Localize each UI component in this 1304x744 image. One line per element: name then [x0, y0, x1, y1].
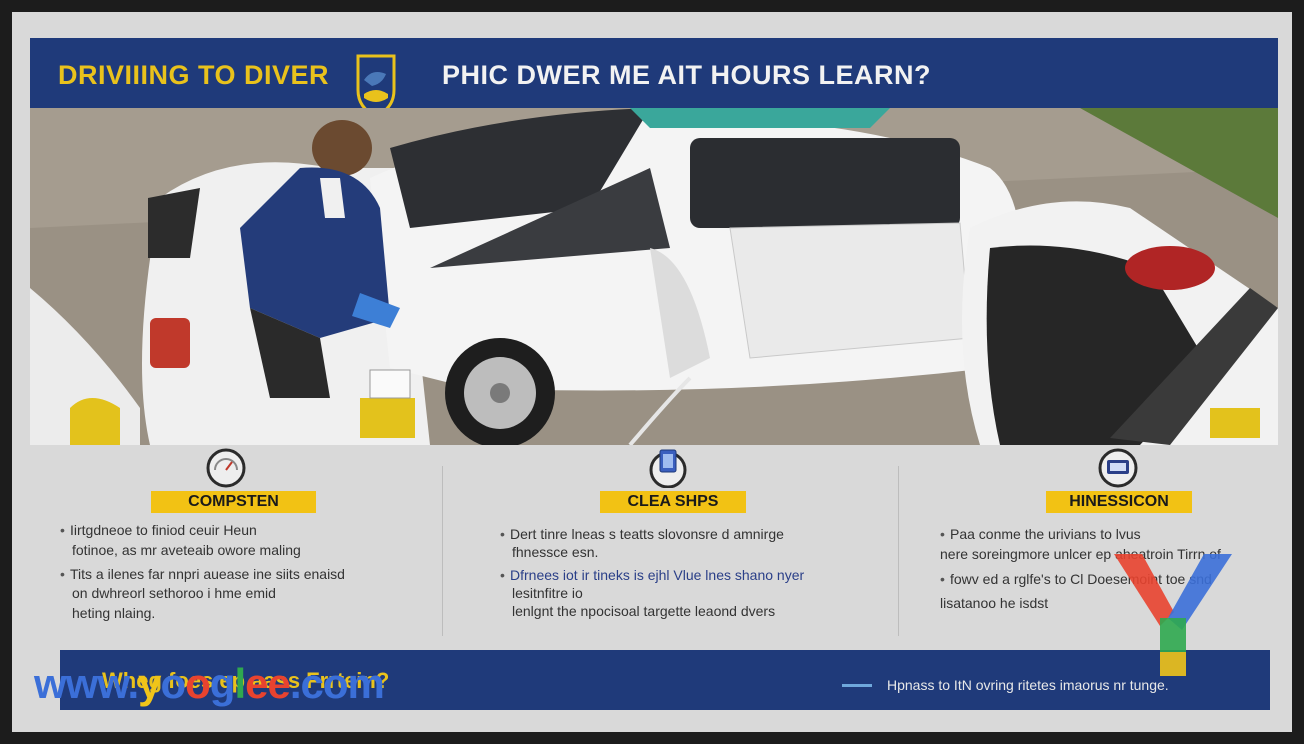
car-inspection-illustration: [30, 108, 1278, 445]
bullet-item: • Iirtgdneoe to finiod ceuir Heun: [60, 522, 257, 538]
column-label: CLEA SHPS: [600, 491, 746, 513]
bullet-item-highlight: • Dfrnees iot ir tineks is ejhl Vlue lnes…: [500, 567, 805, 583]
bullet-continuation: lisatanoo he isdst: [940, 595, 1049, 611]
watermark-part: g: [209, 660, 236, 707]
column-compsten: COMPSTEN • Iirtgdneoe to finiod ceuir Heu…: [30, 448, 440, 648]
hero-photo: [30, 108, 1278, 445]
watermark-part: o: [160, 660, 186, 707]
bullet-continuation: fhnessce esn.: [512, 544, 599, 560]
bullet-continuation: lesitnfitre io: [512, 585, 583, 601]
bullet-continuation: on dwhreorl sethoroo i hme emid: [72, 585, 276, 601]
title-left: DRIVIIING TO DIVER: [58, 60, 330, 90]
watermark-part: .com: [289, 660, 385, 707]
footer-banner: Wheg foes ep aass Frrtein? Hpnass to ItN…: [60, 650, 1270, 710]
bullet-item: • Paa conme the urivians to lvus: [940, 526, 1141, 542]
y-logo-icon: [1114, 554, 1232, 676]
bullet-continuation: nere soreingmore unlcer ep aheatroin Tir…: [940, 546, 1221, 562]
watermark-part: l: [234, 660, 246, 707]
column-clea-shps: CLEA SHPS • Dert tinre lneas s teatts slo…: [444, 448, 898, 648]
bullet-item: • Tits a ilenes far nnpri auease ine siit…: [60, 566, 345, 582]
gauge-icon: [206, 448, 246, 488]
watermark-part: y: [138, 660, 161, 707]
battery-icon: [649, 449, 687, 488]
column-label: COMPSTEN: [151, 491, 316, 513]
bullet-continuation: lenlgnt the npocisoal targette leaond dv…: [512, 603, 776, 619]
bullet-continuation: fotinoe, as mr aveteaib owore maling: [72, 542, 301, 558]
column-divider: [898, 466, 899, 636]
title-right: PHIC DWER ME AIT HOURS LEARN?: [442, 60, 931, 90]
footer-dash: [842, 684, 872, 687]
watermark-part: ee: [245, 660, 291, 707]
bullet-continuation: heting nlaing.: [72, 605, 156, 621]
footer-text: Hpnass to ItN ovring ritetes imaorus nr …: [887, 677, 1169, 693]
watermark-text: www.yooglee.com: [34, 660, 385, 708]
column-label: HINESSICON: [1046, 491, 1192, 513]
info-columns: COMPSTEN • Iirtgdneoe to finiod ceuir Heu…: [30, 448, 1278, 648]
column-divider: [442, 466, 443, 636]
watermark-part: o: [185, 660, 211, 707]
title-banner: DRIVIIING TO DIVER PHIC DWER ME AIT HOUR…: [30, 38, 1278, 118]
footer-title: Wheg foes ep aass Frrtein?: [102, 668, 390, 693]
bullet-item: • Dert tinre lneas s teatts slovonsre d a…: [500, 526, 784, 542]
watermark-part: www.: [34, 660, 139, 707]
display-icon: [1098, 448, 1138, 488]
